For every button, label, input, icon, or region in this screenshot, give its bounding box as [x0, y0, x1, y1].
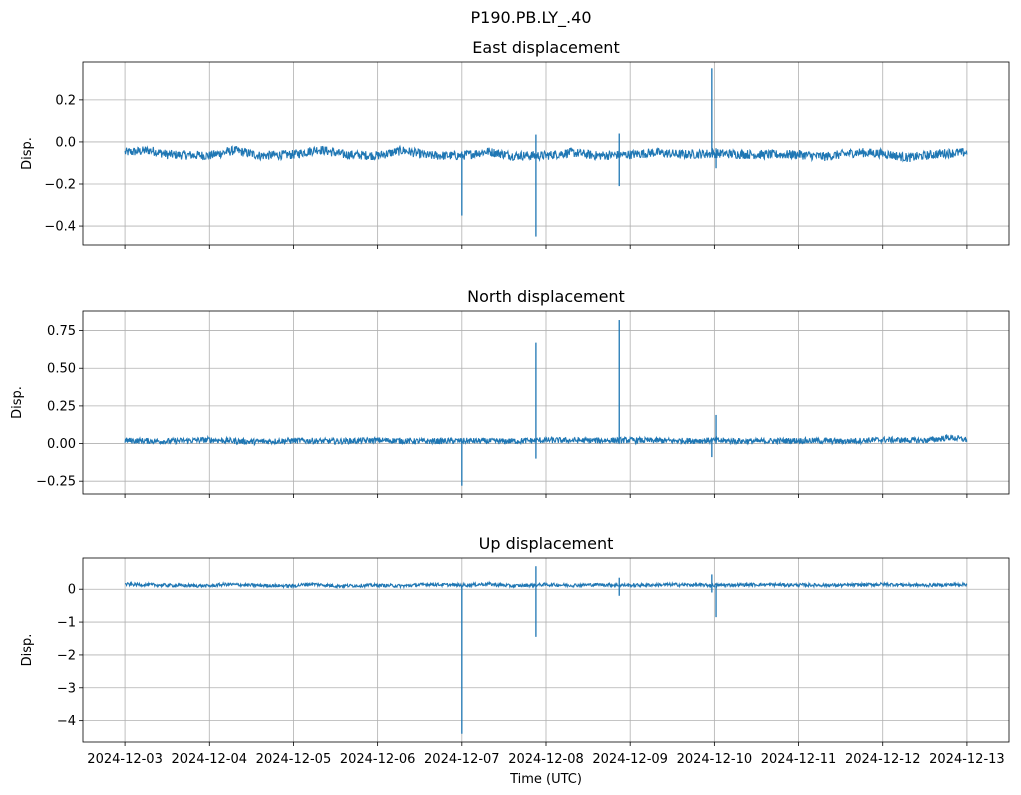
x-tick-label: 2024-12-03	[87, 752, 163, 767]
panel-title: North displacement	[467, 287, 625, 306]
y-tick-label: 0.0	[55, 135, 76, 150]
x-tick-label: 2024-12-08	[508, 752, 584, 767]
y-axis-label: Disp.	[20, 137, 35, 170]
series-line	[124, 144, 968, 163]
x-tick-label: 2024-12-04	[171, 752, 247, 767]
axes-frame	[82, 310, 1010, 495]
x-axis-label: Time (UTC)	[509, 772, 582, 787]
panel-2: −0.25 0.00 0.25 0.50 0.75 North displacement D…	[10, 287, 1010, 498]
panel-title: East displacement	[472, 38, 619, 57]
x-tick-label: 2024-12-13	[929, 752, 1005, 767]
y-tick-label: −0.25	[36, 475, 76, 490]
y-tick-label: 0.50	[47, 362, 76, 377]
axes-frame	[82, 557, 1010, 743]
y-tick-label: −0.2	[44, 178, 76, 193]
y-axis-label: Disp.	[10, 386, 25, 419]
x-tick-label: 2024-12-11	[761, 752, 837, 767]
panel-1: −0.4 −0.2 0.0 0.2 East displacement Disp.	[20, 38, 1010, 249]
series-line	[125, 580, 968, 590]
y-tick-label: −4	[57, 714, 76, 729]
x-tick-label: 2024-12-06	[340, 752, 416, 767]
x-tick-label: 2024-12-07	[424, 752, 500, 767]
y-tick-label: 0.2	[55, 93, 76, 108]
y-tick-label: −0.4	[44, 220, 76, 235]
panel-title: Up displacement	[479, 534, 614, 553]
x-tick-label: 2024-12-05	[256, 752, 332, 767]
y-tick-label: −1	[57, 616, 76, 631]
y-tick-label: −2	[57, 648, 76, 663]
y-tick-label: 0.00	[47, 437, 76, 452]
y-tick-label: 0.25	[47, 399, 76, 414]
y-tick-label: 0.75	[47, 324, 76, 339]
figure-suptitle: P190.PB.LY_.40	[471, 8, 592, 28]
y-tick-label: −3	[57, 681, 76, 696]
axes-frame	[82, 61, 1010, 246]
series-line	[124, 433, 968, 447]
y-axis-label: Disp.	[20, 634, 35, 667]
panel-3: −4 −3 −2 −1 0 2024-12-03 2024-12-04 2024-12-05 2…	[20, 534, 1010, 767]
x-tick-label: 2024-12-09	[592, 752, 668, 767]
x-tick-label: 2024-12-10	[677, 752, 753, 767]
x-tick-label: 2024-12-12	[845, 752, 921, 767]
y-tick-label: 0	[68, 583, 76, 598]
